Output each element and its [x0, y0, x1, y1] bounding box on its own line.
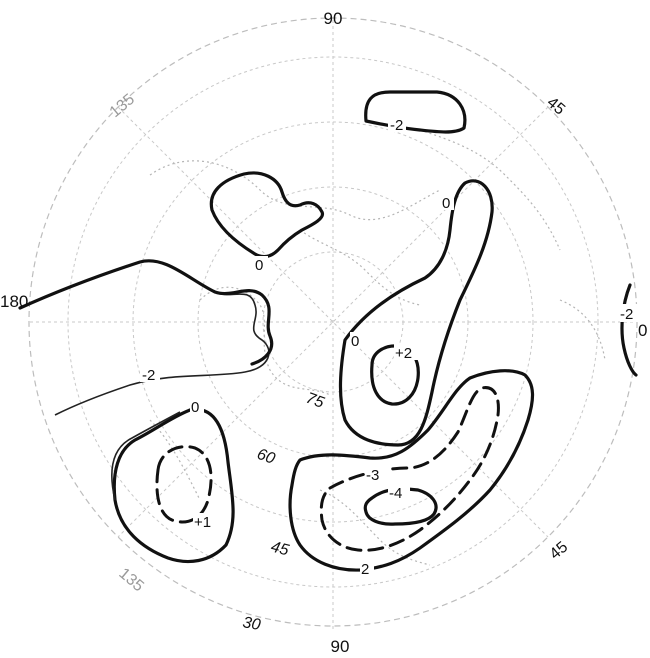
- contour-zero-right: [338, 179, 494, 447]
- latitude-label-75: 75: [304, 390, 327, 412]
- contour-label-minus2-right: -2: [620, 306, 633, 323]
- contour-label-plus1: +1: [194, 514, 211, 531]
- longitude-label-lower-left: 135: [115, 565, 146, 595]
- contour-minus2-right: [620, 283, 638, 377]
- contour-zero-left-heavy: [18, 259, 274, 366]
- contour-plus1-dashed: [155, 445, 213, 524]
- latitude-label-60: 60: [255, 446, 278, 468]
- contour-labels: -2 -2 0 0 0 +2 -2 0 +1 -3 -4 2: [140, 116, 642, 578]
- longitude-label-lower-right: 45: [547, 539, 572, 564]
- meridian-diagonal-a: [117, 106, 549, 538]
- coastlines: [149, 129, 606, 566]
- contour-label-minus3: -3: [366, 467, 379, 484]
- longitude-labels: 90 135 45 180 0 135 45 90: [0, 9, 647, 656]
- meridian-diagonal-b: [117, 106, 549, 538]
- contour-zero-upper-left: [209, 171, 325, 259]
- longitude-label-top: 90: [324, 9, 343, 28]
- contour-label-two-bottom: 2: [361, 561, 369, 578]
- contour-plus2-loop: [370, 344, 420, 406]
- contour-label-zero-lower-left: 0: [191, 399, 199, 416]
- longitude-label-left: 180: [0, 292, 28, 311]
- longitude-label-upper-left: 135: [107, 91, 138, 121]
- contour-minus3-dashed: [319, 386, 500, 552]
- latitude-label-45: 45: [269, 538, 291, 559]
- contour-zero-lower-left-thin: [111, 411, 181, 501]
- longitude-label-upper-right: 45: [543, 94, 568, 119]
- longitude-label-right: 0: [638, 321, 647, 340]
- contour-minus4-loop: [363, 487, 438, 526]
- contour-label-minus2-top: -2: [390, 117, 403, 134]
- contour-label-plus2: +2: [395, 345, 412, 362]
- longitude-label-bottom: 90: [331, 637, 350, 656]
- contours: [18, 90, 638, 572]
- latitude-labels: 75 60 45 30: [241, 390, 326, 634]
- latitude-label-30: 30: [241, 614, 262, 634]
- contour-minus2-top: [364, 90, 467, 134]
- contour-two-outer: [288, 369, 535, 572]
- contour-label-zero-center: 0: [351, 333, 359, 350]
- contour-label-zero-upper-left: 0: [255, 257, 263, 274]
- contour-label-zero-upper-right: 0: [442, 195, 450, 212]
- contour-label-minus4: -4: [389, 485, 402, 502]
- contour-minus2-left: [19, 260, 270, 416]
- contour-zero-lower-left: [112, 407, 235, 564]
- contour-label-minus2-left: -2: [142, 367, 155, 384]
